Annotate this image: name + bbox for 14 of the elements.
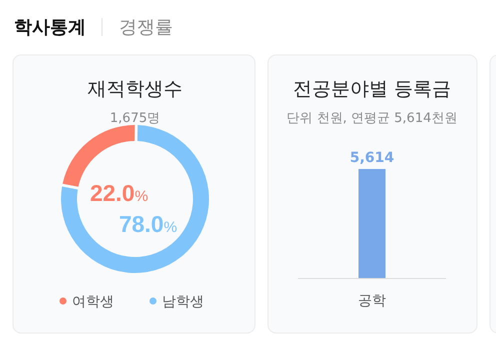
chart-subtitle: 1,675명 <box>110 111 160 126</box>
chart-title: 재적학생수 <box>88 78 182 100</box>
data-label: 78.0% <box>118 211 178 237</box>
chart-subtitle: 단위 천원, 연평균 5,614천원 <box>286 111 458 126</box>
chart-title: 전공분야별 등록금 <box>292 78 452 100</box>
legend-label: 여학생 <box>72 294 114 310</box>
text: 학사통계 <box>14 17 86 38</box>
data-label: 22.0% <box>90 180 148 206</box>
text: 경쟁률 <box>119 17 173 38</box>
legend-label: 남학생 <box>162 294 204 310</box>
donut-slice <box>61 125 209 273</box>
donut-slice <box>62 125 135 187</box>
data-label: 5,614 <box>350 150 394 166</box>
x-tick-label: 공학 <box>358 293 386 309</box>
